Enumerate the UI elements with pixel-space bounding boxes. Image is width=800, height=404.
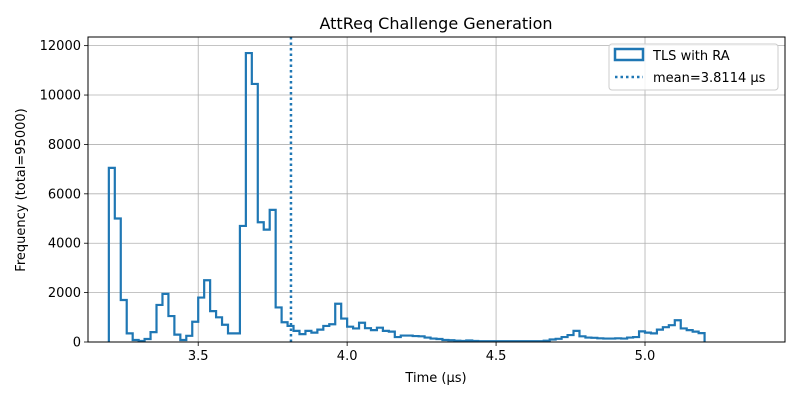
- x-tick-label: 5.0: [635, 349, 656, 364]
- series-layer: [107, 37, 706, 343]
- plot-frame: [87, 36, 786, 343]
- y-tick-label: 0: [73, 336, 81, 351]
- y-tick-label: 4000: [48, 237, 81, 252]
- y-axis-ticks: 0 2000 4000 6000 8000 10000 12000: [40, 39, 88, 351]
- x-tick-label: 4.0: [337, 349, 358, 364]
- y-tick-label: 8000: [48, 138, 81, 153]
- legend: TLS with RA mean=3.8114 µs: [608, 43, 779, 91]
- y-tick-label: 2000: [48, 286, 81, 301]
- x-tick-label: 3.5: [188, 349, 209, 364]
- x-axis-ticks: 3.5 4.0 4.5 5.0: [188, 342, 655, 364]
- y-tick-label: 12000: [40, 39, 81, 54]
- histogram-series-step: [107, 51, 706, 343]
- legend-box: [608, 43, 779, 91]
- y-tick-label: 10000: [40, 89, 81, 104]
- x-tick-label: 4.5: [486, 349, 507, 364]
- legend-series-patch: [613, 47, 645, 62]
- y-axis-label: Frequency (total=95000): [14, 108, 29, 271]
- y-tick-label: 6000: [48, 187, 81, 202]
- chart-title: AttReq Challenge Generation: [319, 14, 552, 33]
- legend-mean-label: mean=3.8114 µs: [653, 71, 766, 86]
- legend-series-label: TLS with RA: [652, 49, 730, 64]
- x-axis-label: Time (µs): [404, 371, 466, 386]
